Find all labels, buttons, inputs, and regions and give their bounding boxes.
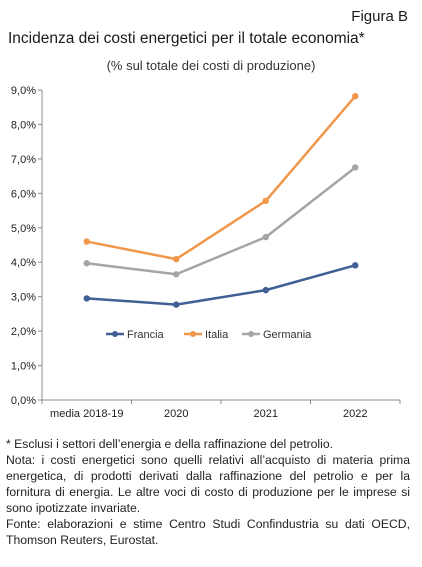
y-tick-label: 2,0%: [11, 326, 36, 338]
y-tick-label: 9,0%: [11, 85, 36, 97]
x-tick-label: media 2018-19: [50, 408, 123, 420]
series-italia: [83, 93, 359, 263]
x-tick-label: 2020: [164, 408, 188, 420]
y-tick-label: 0,0%: [11, 395, 36, 407]
legend-marker: [112, 331, 118, 337]
x-tick-label: 2021: [254, 408, 278, 420]
legend-label: Germania: [263, 329, 312, 341]
series-line: [86, 166, 357, 276]
chart-legend: Francia Italia Germania: [106, 329, 312, 341]
chart-axes: 0,0% 1,0% 2,0% 3,0% 4,0% 5,0% 6,0% 7,0% 8,0% 9,0%…: [11, 85, 401, 420]
legend-item-germania: Germania: [242, 329, 312, 341]
y-tick-label: 5,0%: [11, 223, 36, 235]
data-point: [83, 238, 90, 245]
data-point: [352, 93, 359, 100]
legend-label: Italia: [205, 329, 229, 341]
y-tick-label: 7,0%: [11, 154, 36, 166]
chart-series: [83, 93, 359, 308]
data-point: [173, 255, 180, 263]
series-francia: [83, 262, 359, 308]
data-point: [352, 262, 359, 269]
series-line: [86, 95, 357, 261]
data-point: [173, 271, 180, 278]
y-tick-label: 3,0%: [11, 292, 36, 304]
series-line: [86, 264, 356, 306]
data-point: [83, 295, 90, 302]
data-point: [83, 260, 90, 267]
y-tick-label: 4,0%: [11, 257, 36, 269]
footnote-exclusions: * Esclusi i settori dell’energia e della…: [6, 437, 333, 451]
data-point: [262, 286, 269, 294]
data-point: [352, 164, 359, 171]
legend-marker: [190, 331, 196, 337]
data-point: [262, 233, 269, 241]
data-point: [262, 197, 269, 205]
x-tick-label: 2022: [343, 408, 367, 420]
legend-item-italia: Italia: [184, 329, 229, 341]
chart-subtitle: (% sul totale dei costi di produzione): [106, 58, 316, 73]
data-point: [173, 301, 180, 308]
line-chart: 0,0% 1,0% 2,0% 3,0% 4,0% 5,0% 6,0% 7,0% 8,0% 9,0%…: [11, 85, 401, 420]
source-note: Fonte: elaborazioni e stime Centro Studi…: [6, 517, 410, 547]
chart-title: Incidenza dei costi energetici per il to…: [8, 30, 365, 47]
legend-item-francia: Francia: [106, 329, 165, 341]
y-tick-label: 1,0%: [11, 361, 36, 373]
legend-label: Francia: [127, 329, 165, 341]
chart-notes: * Esclusi i settori dell’energia e della…: [6, 436, 410, 548]
y-tick-label: 8,0%: [11, 119, 36, 131]
figure-label: Figura B: [351, 8, 408, 25]
legend-marker: [248, 331, 254, 337]
methodology-note: Nota: i costi energetici sono quelli rel…: [6, 453, 410, 515]
series-germania: [83, 164, 359, 278]
y-tick-label: 6,0%: [11, 188, 36, 200]
